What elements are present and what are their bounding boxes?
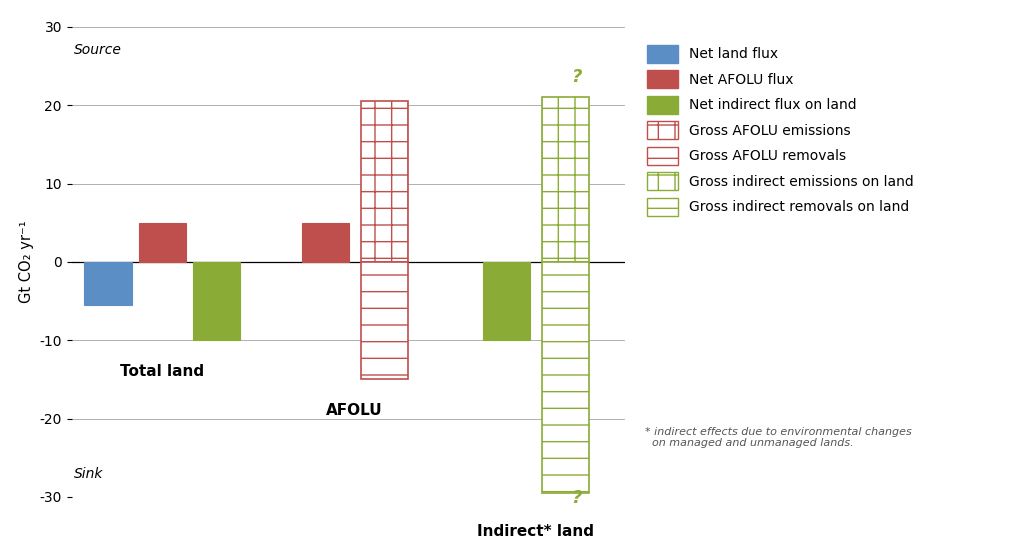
Text: ?: ? bbox=[571, 68, 582, 86]
Y-axis label: Gt CO₂ yr⁻¹: Gt CO₂ yr⁻¹ bbox=[18, 220, 34, 303]
Bar bbox=[542, 97, 589, 262]
Text: ?: ? bbox=[571, 489, 582, 507]
Bar bbox=[483, 262, 530, 340]
Text: * indirect effects due to environmental changes
  on managed and unmanaged lands: * indirect effects due to environmental … bbox=[645, 427, 911, 448]
Bar bbox=[360, 102, 408, 262]
Text: Total land: Total land bbox=[120, 364, 205, 379]
Bar bbox=[194, 262, 241, 340]
Bar bbox=[542, 262, 589, 493]
Text: Source: Source bbox=[74, 43, 122, 57]
Bar bbox=[139, 222, 186, 262]
Text: AFOLU: AFOLU bbox=[327, 403, 383, 418]
Bar bbox=[84, 262, 131, 305]
Text: Sink: Sink bbox=[74, 467, 102, 481]
Bar bbox=[360, 262, 408, 379]
Legend: Net land flux, Net AFOLU flux, Net indirect flux on land, Gross AFOLU emissions,: Net land flux, Net AFOLU flux, Net indir… bbox=[647, 45, 913, 215]
Text: Indirect* land: Indirect* land bbox=[477, 524, 594, 539]
Bar bbox=[302, 222, 349, 262]
